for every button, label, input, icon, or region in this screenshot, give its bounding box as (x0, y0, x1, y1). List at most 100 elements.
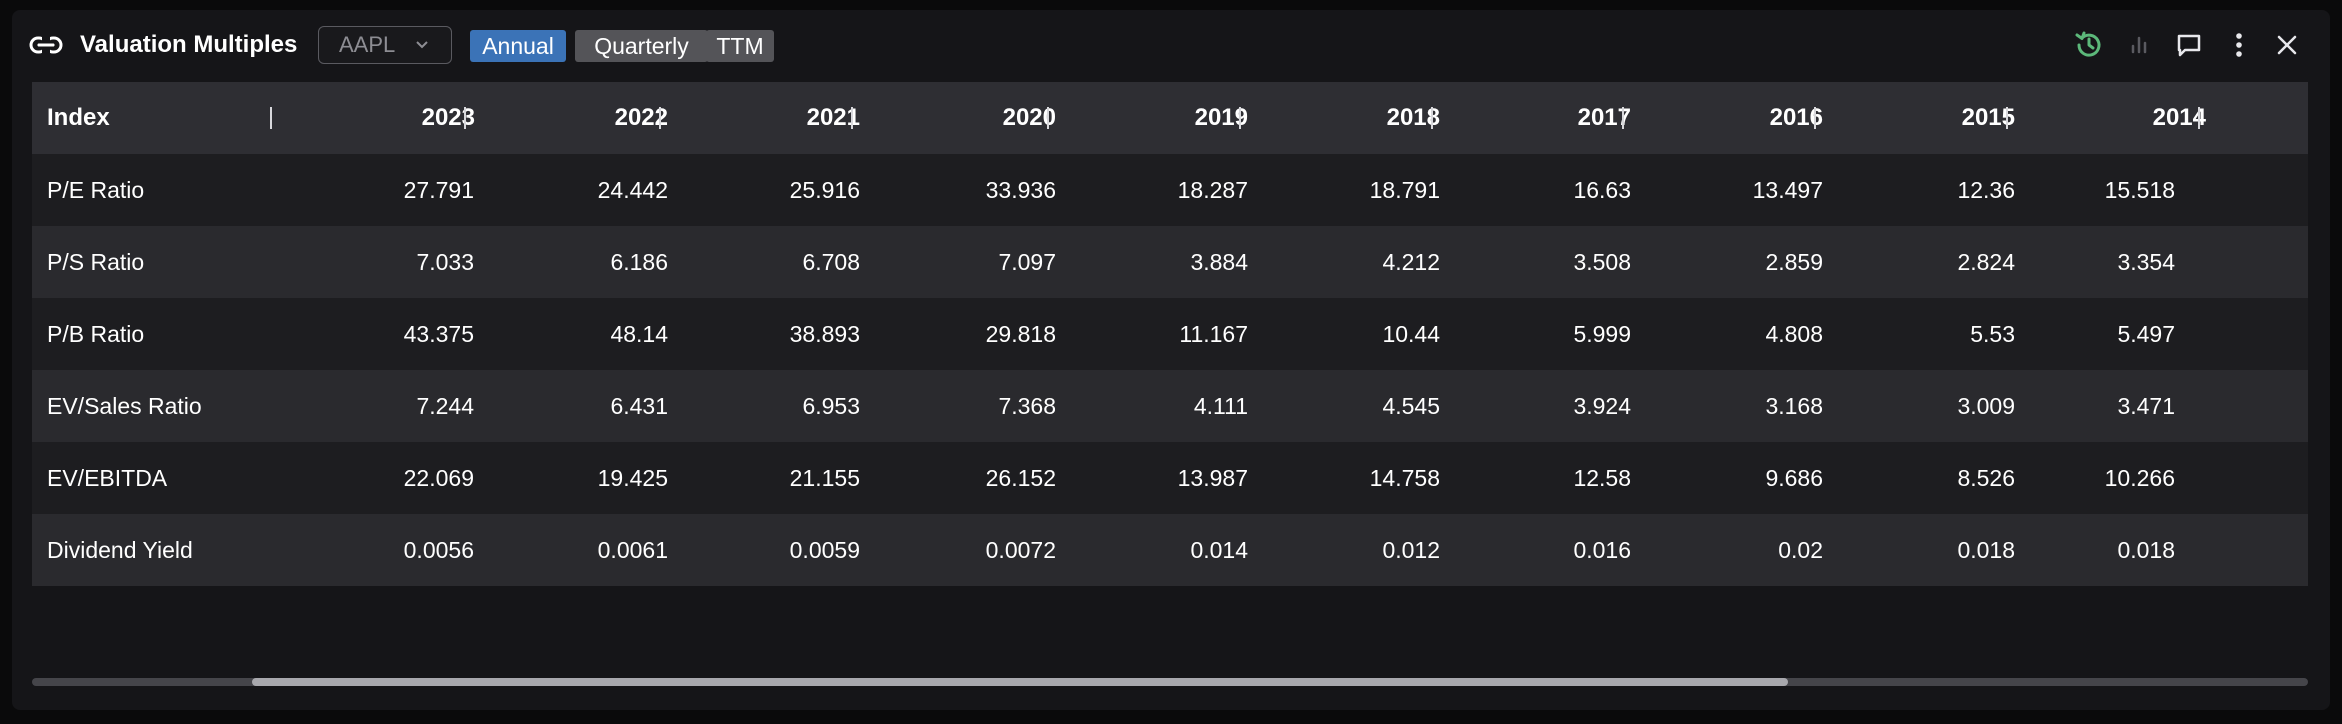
ticker-select[interactable]: AAPL (318, 26, 452, 64)
table-cell: 3.884 (1190, 249, 1248, 275)
table-cell: 48.14 (610, 321, 668, 347)
table-cell: 21.155 (789, 465, 860, 491)
column-resize-handle[interactable] (1814, 107, 1816, 129)
table-cell: 3.508 (1573, 249, 1631, 275)
column-resize-handle[interactable] (1622, 107, 1624, 129)
table-cell: 6.186 (610, 249, 668, 275)
period-button-quarterly[interactable]: Quarterly (575, 30, 708, 62)
widget-header: Valuation Multiples AAPL Annual Quarterl… (12, 10, 2330, 80)
chart-icon[interactable] (2122, 28, 2156, 62)
table-cell: 6.708 (802, 249, 860, 275)
table-cell: 0.012 (1382, 537, 1440, 563)
table-cell: 5.497 (2117, 321, 2175, 347)
column-resize-handle[interactable] (1239, 107, 1241, 129)
table-cell: 24.442 (597, 177, 668, 203)
table-cell: 22.069 (403, 465, 474, 491)
table-cell: 0.018 (1957, 537, 2015, 563)
column-resize-handle[interactable] (1047, 107, 1049, 129)
table-row: Dividend Yield 0.0056 0.0061 0.0059 0.00… (32, 514, 2308, 586)
more-icon[interactable] (2222, 28, 2256, 62)
column-resize-handle[interactable] (270, 107, 272, 129)
table-cell: 3.924 (1573, 393, 1631, 419)
table-cell: 4.545 (1382, 393, 1440, 419)
data-table: Index 2023 2022 2021 2020 2019 2018 2017… (32, 82, 2308, 586)
column-resize-handle[interactable] (1431, 107, 1433, 129)
table-row: P/S Ratio 7.033 6.186 6.708 7.097 3.884 … (32, 226, 2308, 298)
row-label: Dividend Yield (47, 537, 193, 563)
table-cell: 0.02 (1778, 537, 1823, 563)
column-resize-handle[interactable] (2006, 107, 2008, 129)
table-cell: 13.497 (1752, 177, 1823, 203)
table-cell: 0.0059 (789, 537, 860, 563)
table-cell: 3.354 (2117, 249, 2175, 275)
table-cell: 0.0056 (403, 537, 474, 563)
table-cell: 7.097 (998, 249, 1056, 275)
column-resize-handle[interactable] (2198, 107, 2200, 129)
row-label: EV/EBITDA (47, 465, 168, 491)
period-button-ttm[interactable]: TTM (706, 30, 774, 62)
chevron-down-icon (416, 41, 428, 49)
column-header[interactable]: 2023 (421, 104, 475, 131)
comment-icon[interactable] (2172, 28, 2206, 62)
table-cell: 0.018 (2117, 537, 2175, 563)
table-cell: 25.916 (789, 177, 860, 203)
table-cell: 13.987 (1177, 465, 1248, 491)
row-label: P/B Ratio (47, 321, 145, 347)
link-icon[interactable] (28, 30, 64, 60)
table-cell: 10.266 (2104, 465, 2175, 491)
row-label: P/E Ratio (47, 177, 145, 203)
column-resize-handle[interactable] (464, 107, 466, 129)
table-cell: 3.009 (1957, 393, 2015, 419)
table-cell: 8.526 (1957, 465, 2015, 491)
table-cell: 19.425 (597, 465, 668, 491)
period-button-annual[interactable]: Annual (470, 30, 566, 62)
table-row: P/B Ratio 43.375 48.14 38.893 29.818 11.… (32, 298, 2308, 370)
table-cell: 43.375 (403, 321, 474, 347)
table-cell: 38.893 (789, 321, 860, 347)
table-cell: 7.368 (998, 393, 1056, 419)
table-cell: 4.111 (1193, 393, 1248, 419)
table-row: P/E Ratio 27.791 24.442 25.916 33.936 18… (32, 154, 2308, 226)
table-cell: 2.859 (1765, 249, 1823, 275)
table-cell: 16.63 (1573, 177, 1631, 203)
table-cell: 4.212 (1382, 249, 1440, 275)
table-cell: 5.53 (1970, 321, 2015, 347)
table-cell: 14.758 (1369, 465, 1440, 491)
table-cell: 12.58 (1573, 465, 1631, 491)
table-cell: 18.791 (1369, 177, 1440, 203)
column-resize-handle[interactable] (659, 107, 661, 129)
horizontal-scrollbar-thumb[interactable] (252, 678, 1788, 686)
column-header[interactable]: 2014 (2152, 104, 2206, 131)
widget-title: Valuation Multiples (80, 31, 298, 58)
column-resize-handle[interactable] (851, 107, 853, 129)
table-cell: 9.686 (1765, 465, 1823, 491)
table-cell: 5.999 (1573, 321, 1631, 347)
table-cell: 18.287 (1177, 177, 1248, 203)
table-row: EV/EBITDA 22.069 19.425 21.155 26.152 13… (32, 442, 2308, 514)
table-cell: 3.168 (1765, 393, 1823, 419)
table-cell: 27.791 (403, 177, 474, 203)
refresh-icon[interactable] (2072, 28, 2106, 62)
table-cell: 0.0072 (985, 537, 1056, 563)
table-cell: 26.152 (985, 465, 1056, 491)
table-cell: 3.471 (2117, 393, 2175, 419)
table-header: Index 2023 2022 2021 2020 2019 2018 2017… (32, 82, 2308, 154)
table-cell: 7.033 (416, 249, 474, 275)
table-cell: 7.244 (416, 393, 474, 419)
table-cell: 11.167 (1179, 321, 1248, 347)
table-cell: 15.518 (2104, 177, 2175, 203)
table-cell: 12.36 (1957, 177, 2015, 203)
column-header-index[interactable]: Index (47, 104, 110, 131)
close-icon[interactable] (2270, 28, 2304, 62)
table-cell: 33.936 (985, 177, 1056, 203)
row-label: P/S Ratio (47, 249, 145, 275)
table-row: EV/Sales Ratio 7.244 6.431 6.953 7.368 4… (32, 370, 2308, 442)
table-cell: 6.953 (802, 393, 860, 419)
table-cell: 0.014 (1190, 537, 1248, 563)
ticker-value: AAPL (339, 32, 396, 57)
table-cell: 6.431 (610, 393, 668, 419)
table-cell: 4.808 (1765, 321, 1823, 347)
table-cell: 0.016 (1573, 537, 1631, 563)
table-cell: 2.824 (1957, 249, 2015, 275)
row-label: EV/Sales Ratio (47, 393, 202, 419)
